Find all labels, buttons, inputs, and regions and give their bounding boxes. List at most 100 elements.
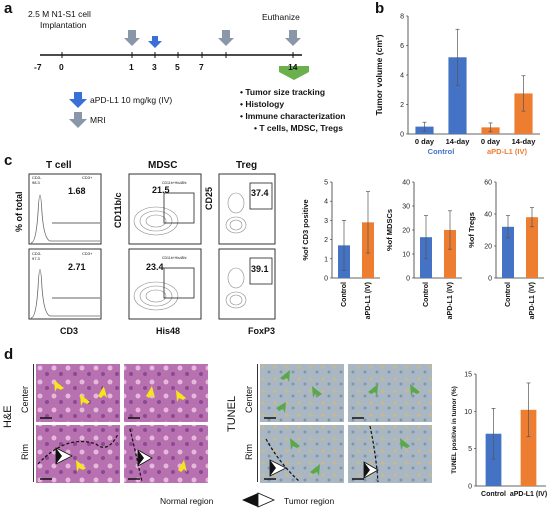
- mdsc-value-bottom: 23.4: [146, 262, 164, 272]
- timeline-tick-marks: [61, 52, 294, 58]
- euthanize-label: Euthanize: [262, 12, 300, 22]
- tunel-chart: 0 5 10 15 TUNEL positive in tumor (%) Control…: [451, 372, 547, 499]
- mri-arrow-icon: [124, 30, 140, 46]
- x-tick-label: aPD-L1 (IV): [447, 282, 454, 319]
- mdsc-contour-plots: [128, 173, 202, 320]
- mdsc-xlabel: His48: [156, 326, 181, 336]
- tcell-value-bottom: 2.71: [68, 262, 86, 272]
- tunel-image-grid: [260, 364, 432, 483]
- boundary-arrow-icon: [55, 447, 153, 467]
- x-tick-label: aPD-L1 (IV): [529, 282, 536, 319]
- tcell-gate-top-neg: CD3-: [32, 175, 42, 180]
- y-tick-label: 0: [324, 276, 328, 283]
- bar: [514, 93, 533, 134]
- apd-arrow-icon: [148, 36, 162, 48]
- y-tick-label: 10: [464, 409, 472, 416]
- mdsc-ylabel: CD11b/c: [113, 192, 123, 228]
- outcome-list: • Tumor size tracking • Histology • Immu…: [240, 86, 345, 134]
- bar: [444, 230, 456, 278]
- treg-value-bottom: 39.1: [251, 264, 269, 274]
- tumor-volume-chart: 0 2 4 6 8 Tumor volume (cm³) 0 day 14-day 0 day 1…: [374, 14, 540, 156]
- y-tick-label: 4: [400, 73, 404, 80]
- boundary-arrow-icon: [269, 459, 379, 479]
- treg-xlabel: FoxP3: [248, 326, 276, 336]
- y-tick-label: 40: [484, 212, 492, 219]
- tcell-title: T cell: [46, 160, 72, 171]
- y-tick-label: 2: [324, 237, 328, 244]
- mri-arrow-icon: [218, 30, 234, 46]
- timeline-diagram: [40, 30, 309, 128]
- he-center-label: Center: [20, 385, 30, 413]
- mdsc-gate-label-bottom: CD11b+His48hi: [162, 256, 187, 260]
- mdsc-title: MDSC: [148, 160, 178, 171]
- tcell-value-top: 1.68: [68, 186, 86, 196]
- outcome-item: • Histology: [240, 99, 285, 109]
- normal-region-label: Normal region: [160, 496, 214, 506]
- x-tick-label: Control: [505, 282, 512, 307]
- x-tick-label: aPD-L1 (IV): [510, 491, 547, 498]
- y-tick-label: 0: [400, 132, 404, 139]
- y-tick-label: 20: [484, 244, 492, 251]
- y-tick-label: 10: [402, 252, 410, 259]
- bar: [520, 409, 537, 486]
- panel-b-letter: b: [375, 0, 385, 17]
- x-tick-label: Control: [423, 282, 430, 307]
- tunel-label: TUNEL: [226, 395, 238, 432]
- outcome-item: • Tumor size tracking: [240, 87, 326, 97]
- outcome-sub-item: • T cells, MDSC, Tregs: [254, 123, 343, 133]
- group-label-control: Control: [428, 147, 455, 156]
- bar: [526, 217, 538, 278]
- x-tick-label: aPD-L1 (IV): [365, 282, 372, 319]
- x-tick-label: 14-day: [512, 137, 537, 146]
- timeline-tick-label: -7: [34, 62, 42, 72]
- panel-c-letter: c: [4, 152, 13, 169]
- he-rim-label: Rim: [20, 444, 30, 460]
- treg-chart: 0 20 40 60 %of Tregs Control aPD-L1 (IV): [467, 180, 544, 319]
- treg-ylabel: CD25: [204, 186, 214, 210]
- mri-arrow-icon: [285, 30, 301, 46]
- panel-d-letter: d: [4, 346, 14, 363]
- y-tick-label: 60: [484, 180, 492, 187]
- y-axis-title: %of CD3 positive: [301, 199, 310, 260]
- y-axis-title: TUNEL positive in tumor (%): [451, 386, 458, 474]
- legend-apd-label: aPD-L1 10 mg/kg (IV): [90, 95, 173, 105]
- bar: [502, 226, 514, 278]
- tcell-gate-top-pos: CD3+: [82, 175, 93, 180]
- x-tick-label: Control: [341, 282, 348, 307]
- timeline-tick-label: 7: [199, 62, 204, 72]
- endpoint-marker-icon: [279, 66, 309, 80]
- treg-contour-plots: [218, 173, 276, 320]
- tcell-histogram-plots: [28, 173, 102, 320]
- bar: [485, 433, 502, 486]
- timeline-tick-label: 5: [175, 62, 180, 72]
- bar: [448, 57, 467, 134]
- tunel-center-label: Center: [244, 385, 254, 413]
- y-tick-label: 6: [400, 43, 404, 50]
- tcell-gate-bot-neg-value: 97.3: [32, 256, 40, 261]
- tunel-divider: [257, 364, 258, 482]
- y-axis-title: %of Tregs: [467, 212, 476, 248]
- legend-apd-arrow-icon: [69, 92, 87, 108]
- he-image-grid: [36, 364, 208, 483]
- tumor-region-label: Tumor region: [284, 496, 335, 506]
- tcell-ylabel: % of total: [14, 191, 24, 233]
- treg-value-top: 37.4: [251, 188, 269, 198]
- tunel-rim-label: Rim: [244, 444, 254, 460]
- implant-label-2: Implantation: [40, 20, 87, 30]
- timeline-tick-label: 0: [59, 62, 64, 72]
- y-tick-label: 0: [488, 276, 492, 283]
- y-tick-label: 2: [400, 102, 404, 109]
- tcell-xlabel: CD3: [60, 326, 79, 336]
- y-tick-label: 40: [402, 180, 410, 187]
- mdsc-value-top: 21.5: [152, 185, 170, 195]
- y-tick-label: 30: [402, 204, 410, 211]
- y-tick-label: 3: [324, 218, 328, 225]
- timeline-tick-label: 1: [129, 62, 134, 72]
- tcell-gate-bot-neg: CD3-: [32, 251, 42, 256]
- mdsc-gate-label-top: CD11b+His48hi: [162, 181, 187, 185]
- panel-a-letter: a: [4, 0, 13, 17]
- x-tick-label: 0 day: [481, 137, 501, 146]
- y-tick-label: 8: [400, 14, 404, 21]
- y-tick-label: 4: [324, 199, 328, 206]
- implant-label-1: 2.5 M N1-S1 cell: [28, 9, 91, 19]
